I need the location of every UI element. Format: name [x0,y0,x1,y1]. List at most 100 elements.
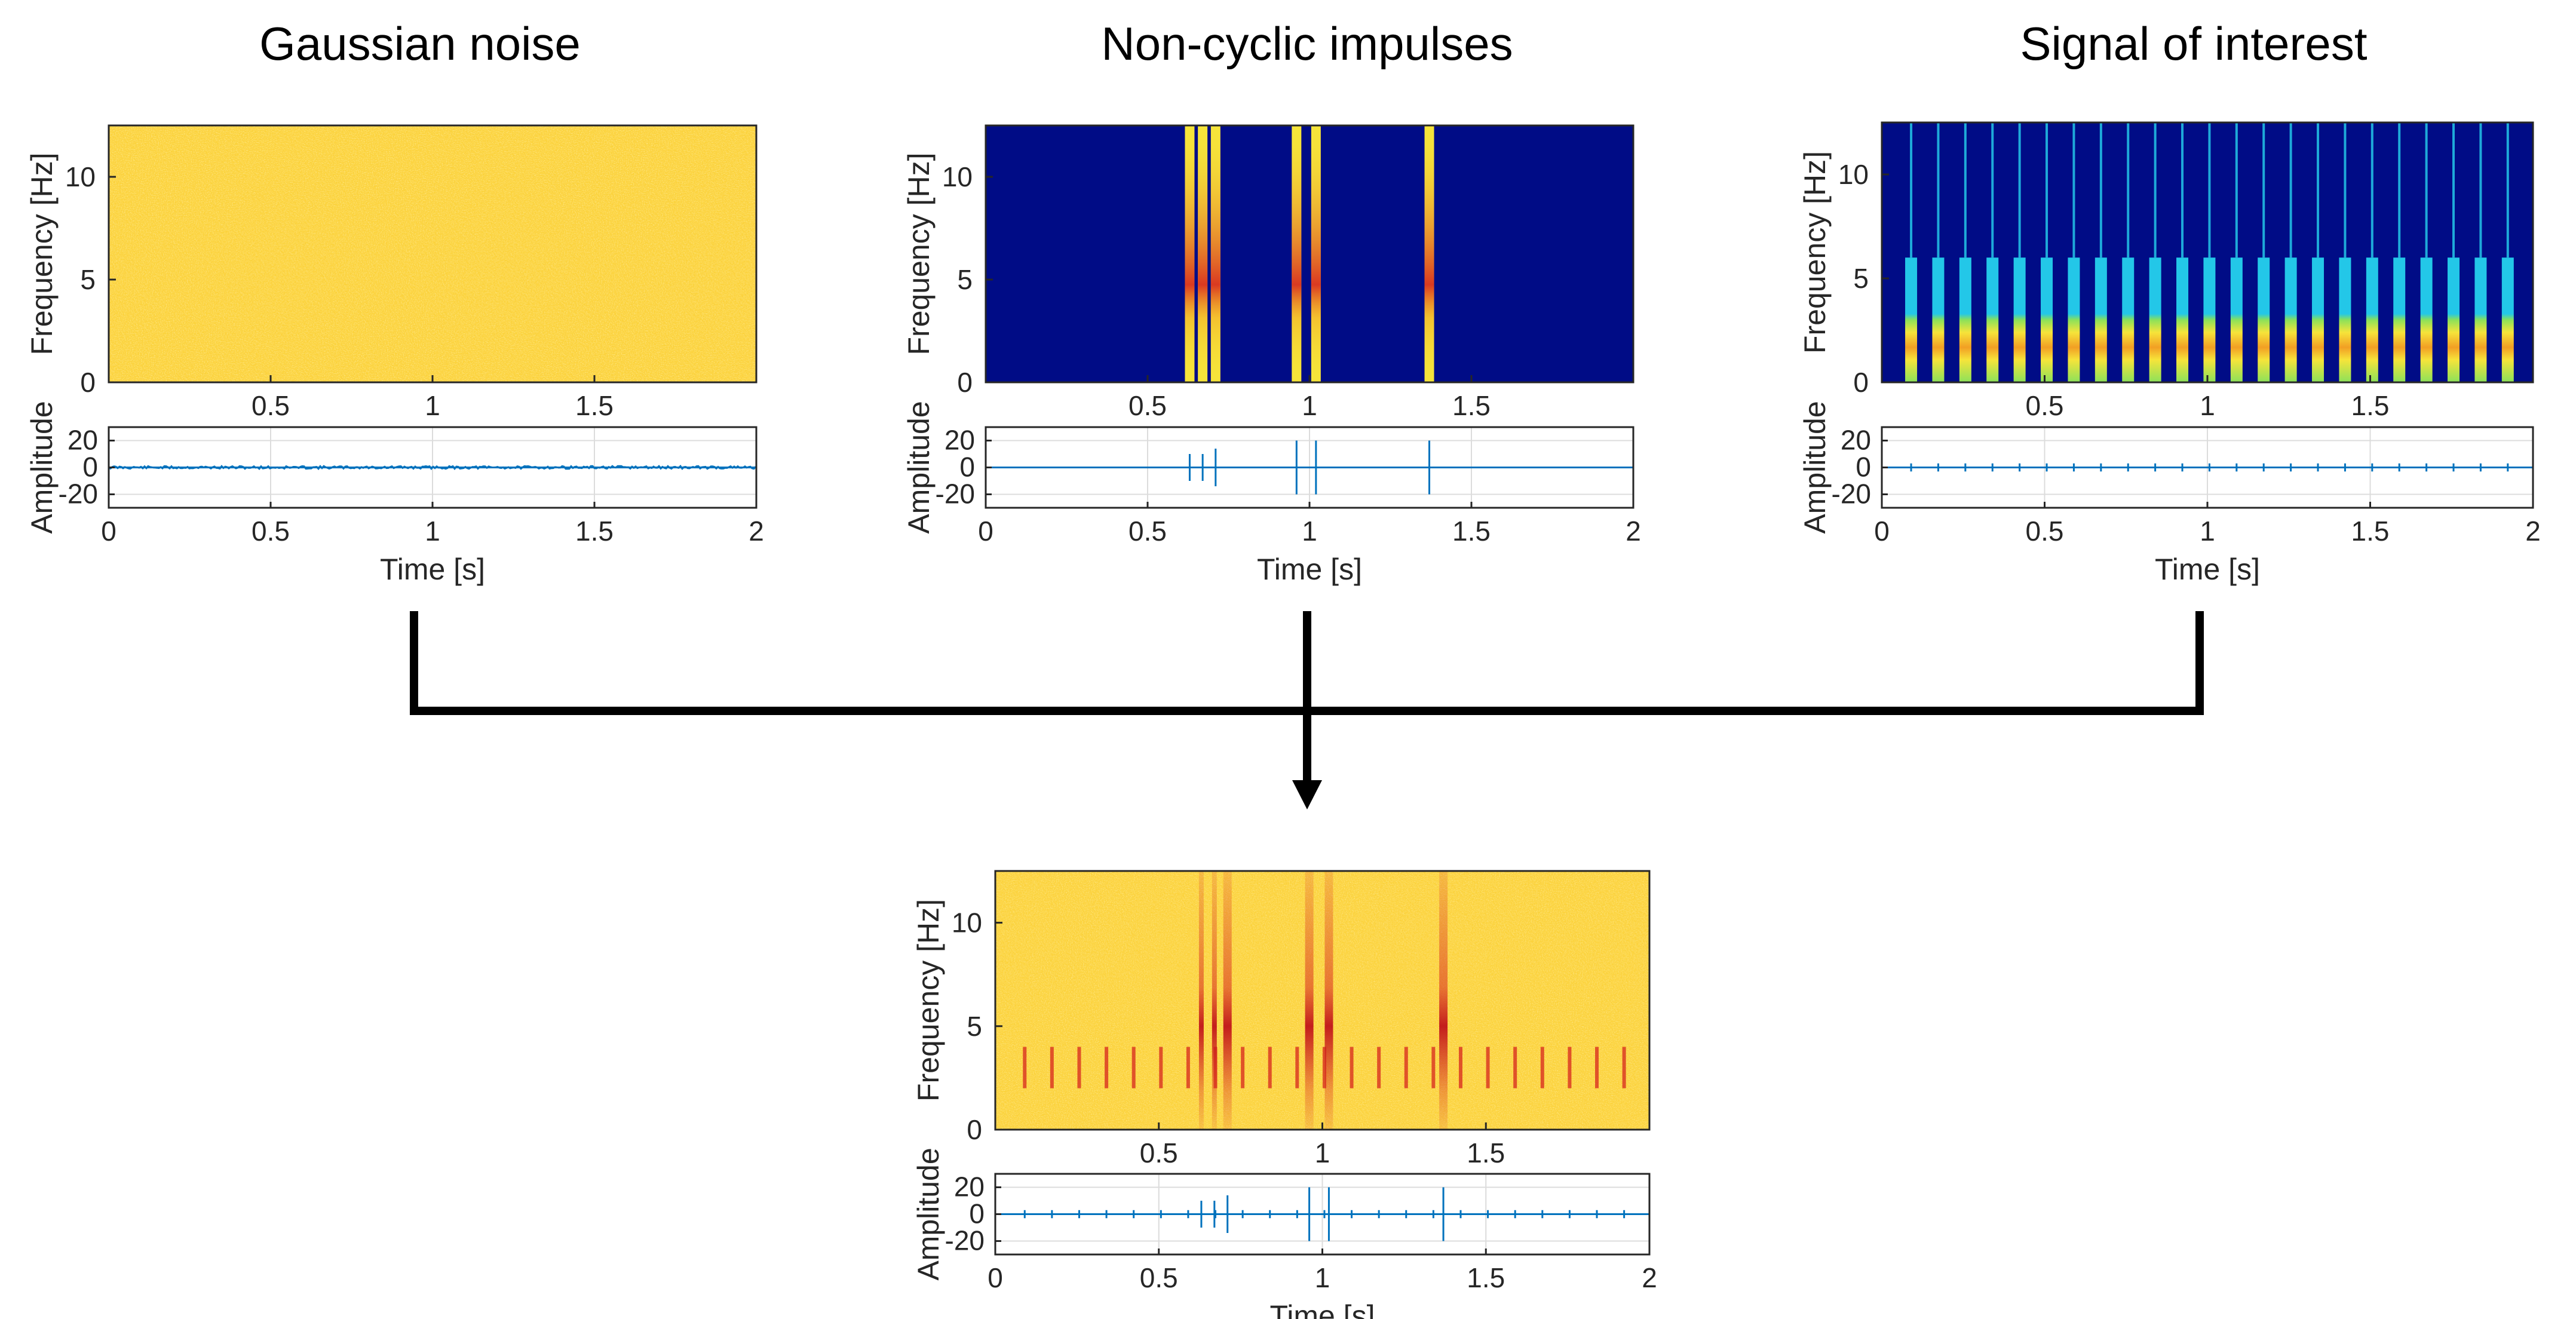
waveform-xtick-label: 1 [425,516,440,547]
waveform-xtick-label: 2 [1626,516,1641,547]
waveform-ytick-label: -20 [936,478,975,510]
panel-title-gaussian-noise: Gaussian noise [259,17,581,70]
spectrogram-impulse-core [1198,125,1208,382]
spectrogram-impulse-mark [1212,871,1217,1130]
connector-from-signal-of-interest [1307,611,2204,715]
spectrogram-xtick-label: 1 [1315,1137,1330,1168]
waveform-ytick-label: 20 [68,425,98,456]
spectrogram-cyclic-mark [1295,1047,1299,1088]
spectrogram-cyclic-mark [1023,1047,1027,1088]
spectrogram-cyclic-bar [2230,257,2243,382]
spectrogram-soi: 0 5 10 0.5 1 1.5 Frequency [Hz] [1798,121,2534,421]
spectrogram-cyclic-bar [1932,257,1945,382]
spectrogram-harmonic-line [2235,122,2238,258]
spectrogram-cyclic-bar [1986,257,1999,382]
spectrogram-harmonic-line [1991,122,1994,258]
spectrogram-harmonic-line [2344,122,2347,258]
spectrogram-cyclic-bar [2149,257,2161,382]
waveform-xtick-label: 1 [1302,516,1317,547]
spectrogram-cyclic-mark [1077,1047,1081,1088]
spectrogram-xtick-label: 0.5 [1140,1137,1178,1168]
spectrogram-harmonic-line [2452,122,2455,258]
spectrogram-harmonic-line [1910,122,1913,258]
spectrogram-ytick-label: 5 [967,1011,982,1042]
spectrogram-cyclic-mark [1622,1047,1626,1088]
waveform-xlabel: Time [s] [1270,1299,1375,1319]
spectrogram-cyclic-mark [1350,1047,1354,1088]
spectrogram-harmonic-line [1964,122,1967,258]
spectrogram-ylabel: Frequency [Hz] [902,152,936,355]
waveform-xtick-label: 1 [2200,516,2215,547]
spectrogram-cyclic-mark [1513,1047,1517,1088]
spectrogram-impulse-mark [1439,871,1448,1130]
spectrogram-cyclic-mark [1458,1047,1462,1088]
spectrogram-cyclic-mark [1486,1047,1490,1088]
waveform-xtick-label: 2 [749,516,764,547]
spectrogram-cyclic-bar [2013,257,2026,382]
spectrogram-ytick-label: 10 [1838,159,1869,190]
waveform-ytick-label: -20 [945,1225,985,1256]
spectrogram-harmonic-line [2317,122,2320,258]
spectrogram-xtick-label: 0.5 [252,390,290,421]
spectrogram-ytick-label: 0 [957,367,973,398]
spectrogram-impulse-mark [1324,871,1333,1130]
spectrogram-cyclic-bar [2258,257,2270,382]
spectrogram-xtick-label: 1.5 [575,390,614,421]
waveform-ytick-label: -20 [1832,478,1871,510]
spectrogram-cyclic-mark [1540,1047,1544,1088]
waveform-xtick-label: 0.5 [1140,1262,1178,1293]
spectrogram-harmonic-line [2072,122,2075,258]
spectrogram-harmonic-line [2208,122,2211,258]
waveform-xtick-label: 2 [1642,1262,1657,1293]
spectrogram-impulse-core [1185,125,1195,382]
spectrogram-impulses: 0 5 10 0.5 1 1.5 Frequency [Hz] [902,124,1634,421]
spectrogram-ytick-label: 5 [1853,263,1869,294]
waveform-xtick-label: 0.5 [2026,516,2064,547]
spectrogram-harmonic-line [2289,122,2292,258]
waveform-xtick-label: 1.5 [1467,1262,1505,1293]
waveform-xlabel: Time [s] [2155,553,2260,586]
waveform-xtick-label: 2 [2525,516,2541,547]
spectrogram-impulse-core [1311,125,1321,382]
spectrogram-cyclic-mark [1050,1047,1054,1088]
spectrogram-harmonic-line [2018,122,2021,258]
spectrogram-impulse-core [1424,125,1434,382]
spectrogram-xtick-label: 1.5 [1467,1137,1505,1168]
spectrogram-cyclic-mark [1595,1047,1599,1088]
spectrogram-cyclic-bar [2474,257,2487,382]
spectrogram-impulse-mark [1305,871,1314,1130]
spectrogram-xtick-label: 1 [425,390,440,421]
waveform-ytick-label: 0 [82,452,98,483]
spectrogram-cyclic-bar [2393,257,2406,382]
waveform-xtick-label: 1.5 [575,516,614,547]
panel-title-signal-of-interest: Signal of interest [2020,17,2367,70]
spectrogram-cyclic-mark [1105,1047,1109,1088]
spectrogram-xtick-label: 1 [2200,390,2215,421]
spectrogram-noise: 0 5 10 0.5 1 1.5 Frequency [Hz] [25,124,758,421]
spectrogram-harmonic-line [2099,122,2102,258]
spectrogram-cyclic-mark [1322,1047,1326,1088]
waveform-ylabel: Amplitude [912,1148,945,1280]
spectrogram-cyclic-mark [1431,1047,1436,1088]
panel-title-non-cyclic-impulses: Non-cyclic impulses [1101,17,1513,70]
spectrogram-noise-texture-light [109,125,756,382]
waveform-ytick-label: 20 [1841,425,1871,456]
spectrogram-ytick-label: 5 [80,264,96,295]
arrow-head-icon [1292,780,1322,809]
spectrogram-ytick-label: 0 [967,1114,982,1145]
spectrogram-cyclic-mark [1404,1047,1408,1088]
spectrogram-cyclic-bar [2448,257,2460,382]
spectrogram-xtick-label: 0.5 [2026,390,2064,421]
waveform-ylabel: Amplitude [25,401,59,533]
spectrogram-ytick-label: 10 [942,161,973,192]
flow-diagram [410,611,2204,809]
spectrogram-harmonic-line [2181,122,2184,258]
spectrogram-cyclic-mark [1568,1047,1572,1088]
